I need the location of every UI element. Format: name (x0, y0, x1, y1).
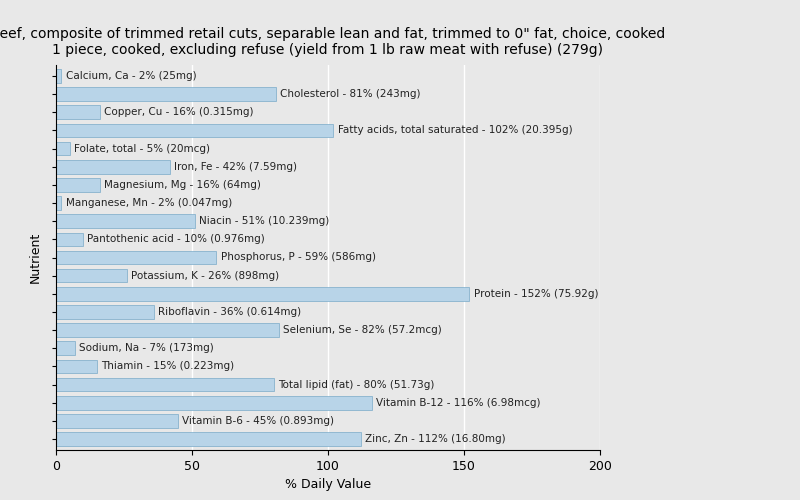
Y-axis label: Nutrient: Nutrient (29, 232, 42, 283)
Title: Beef, composite of trimmed retail cuts, separable lean and fat, trimmed to 0" fa: Beef, composite of trimmed retail cuts, … (0, 26, 666, 57)
Bar (56, 396, 371, 409)
Bar (56, 214, 194, 228)
Text: Total lipid (fat) - 80% (51.73g): Total lipid (fat) - 80% (51.73g) (278, 380, 434, 390)
Bar (56, 305, 154, 319)
Text: Iron, Fe - 42% (7.59mg): Iron, Fe - 42% (7.59mg) (174, 162, 298, 172)
Text: Cholesterol - 81% (243mg): Cholesterol - 81% (243mg) (281, 89, 421, 99)
Text: Zinc, Zn - 112% (16.80mg): Zinc, Zn - 112% (16.80mg) (365, 434, 506, 444)
Bar (56, 124, 334, 137)
Text: Magnesium, Mg - 16% (64mg): Magnesium, Mg - 16% (64mg) (104, 180, 261, 190)
X-axis label: % Daily Value: % Daily Value (285, 478, 371, 492)
Text: Sodium, Na - 7% (173mg): Sodium, Na - 7% (173mg) (79, 344, 214, 353)
Bar (56, 69, 62, 82)
Text: Calcium, Ca - 2% (25mg): Calcium, Ca - 2% (25mg) (66, 71, 196, 81)
Text: Pantothenic acid - 10% (0.976mg): Pantothenic acid - 10% (0.976mg) (87, 234, 265, 244)
Text: Protein - 152% (75.92g): Protein - 152% (75.92g) (474, 289, 598, 299)
Bar (56, 287, 470, 300)
Bar (56, 142, 70, 156)
Bar (56, 160, 170, 173)
Text: Vitamin B-12 - 116% (6.98mcg): Vitamin B-12 - 116% (6.98mcg) (376, 398, 540, 408)
Text: Phosphorus, P - 59% (586mg): Phosphorus, P - 59% (586mg) (221, 252, 375, 262)
Text: Thiamin - 15% (0.223mg): Thiamin - 15% (0.223mg) (101, 362, 234, 372)
Bar (56, 87, 276, 101)
Bar (56, 250, 217, 264)
Bar (56, 360, 97, 374)
Text: Vitamin B-6 - 45% (0.893mg): Vitamin B-6 - 45% (0.893mg) (182, 416, 334, 426)
Text: Copper, Cu - 16% (0.315mg): Copper, Cu - 16% (0.315mg) (104, 107, 253, 117)
Bar (56, 414, 178, 428)
Bar (56, 232, 83, 246)
Bar (56, 378, 274, 392)
Bar (56, 432, 361, 446)
Bar (56, 196, 62, 210)
Text: Selenium, Se - 82% (57.2mcg): Selenium, Se - 82% (57.2mcg) (283, 325, 442, 335)
Text: Riboflavin - 36% (0.614mg): Riboflavin - 36% (0.614mg) (158, 307, 301, 317)
Bar (56, 324, 279, 337)
Text: Folate, total - 5% (20mcg): Folate, total - 5% (20mcg) (74, 144, 210, 154)
Bar (56, 178, 99, 192)
Text: Fatty acids, total saturated - 102% (20.395g): Fatty acids, total saturated - 102% (20.… (338, 126, 572, 136)
Text: Potassium, K - 26% (898mg): Potassium, K - 26% (898mg) (131, 270, 279, 280)
Text: Manganese, Mn - 2% (0.047mg): Manganese, Mn - 2% (0.047mg) (66, 198, 232, 208)
Bar (56, 106, 99, 119)
Bar (56, 269, 126, 282)
Bar (56, 342, 75, 355)
Text: Niacin - 51% (10.239mg): Niacin - 51% (10.239mg) (199, 216, 329, 226)
